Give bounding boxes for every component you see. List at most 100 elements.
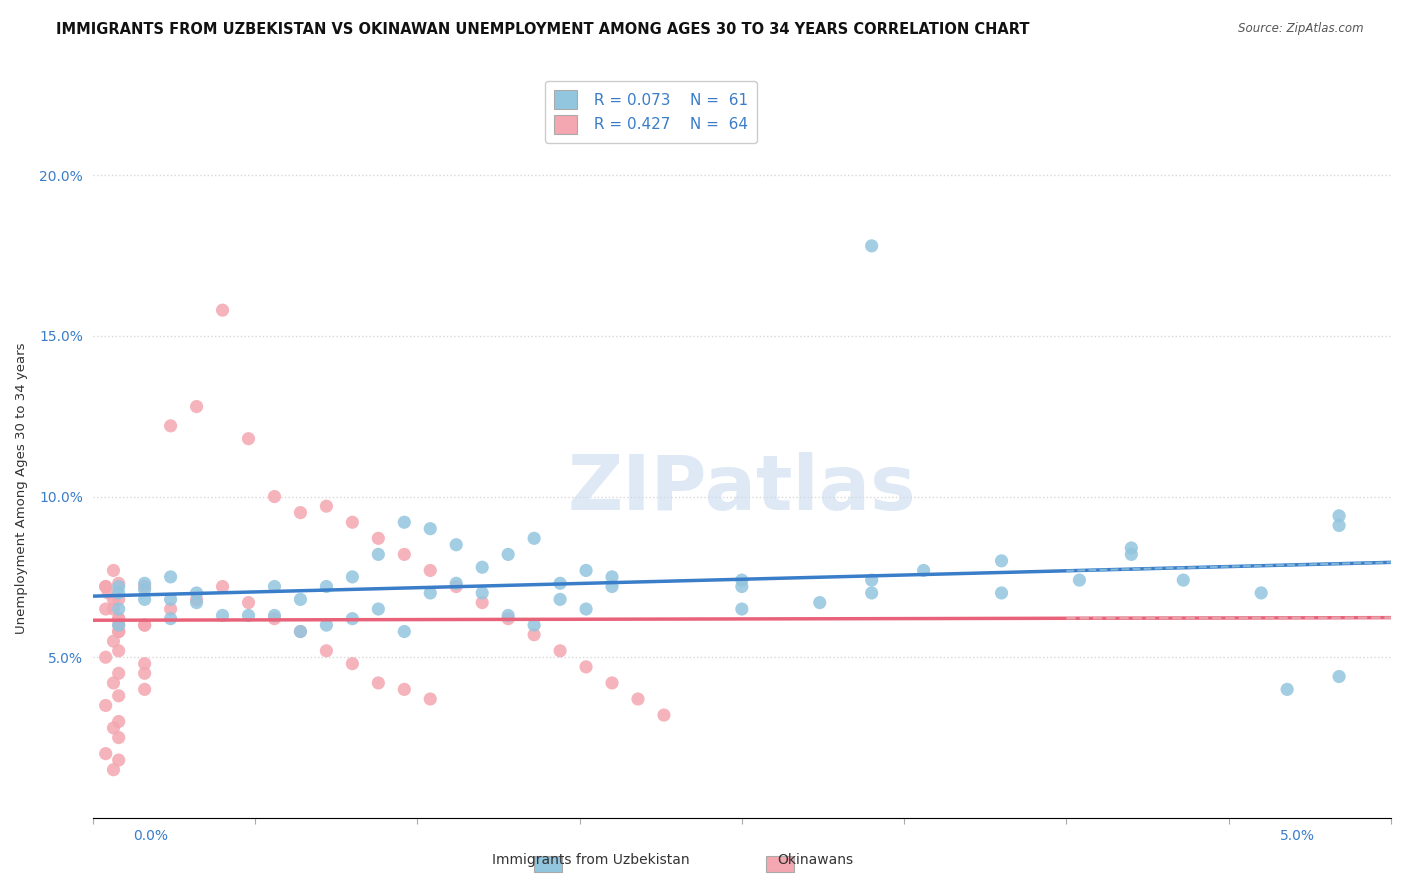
Text: Immigrants from Uzbekistan: Immigrants from Uzbekistan <box>492 853 689 867</box>
Point <box>342 657 364 671</box>
Point <box>471 560 494 574</box>
Point <box>107 612 129 626</box>
Point <box>575 660 598 674</box>
Point <box>263 612 285 626</box>
Point <box>367 531 389 545</box>
Text: Source: ZipAtlas.com: Source: ZipAtlas.com <box>1239 22 1364 36</box>
Point <box>731 580 754 594</box>
Point <box>315 499 337 513</box>
Point <box>103 564 125 578</box>
Text: Okinawans: Okinawans <box>778 853 853 867</box>
Point <box>134 580 156 594</box>
Point <box>186 586 208 600</box>
Point <box>107 731 129 745</box>
Text: 0.0%: 0.0% <box>134 829 169 843</box>
Point <box>238 432 260 446</box>
Point <box>600 570 623 584</box>
Point <box>238 596 260 610</box>
Point <box>860 573 883 587</box>
Point <box>990 586 1012 600</box>
Point <box>394 548 416 562</box>
Point <box>94 747 117 761</box>
Point <box>94 602 117 616</box>
Point <box>290 624 312 639</box>
Point <box>444 580 467 594</box>
Point <box>419 564 441 578</box>
Point <box>211 303 233 318</box>
Point <box>186 592 208 607</box>
Point <box>134 666 156 681</box>
Point <box>107 602 129 616</box>
Point <box>600 676 623 690</box>
Point <box>107 592 129 607</box>
Point <box>419 692 441 706</box>
Text: ZIPatlas: ZIPatlas <box>568 451 917 525</box>
Point <box>394 515 416 529</box>
Point <box>134 582 156 597</box>
Point <box>107 618 129 632</box>
Point <box>94 580 117 594</box>
Point <box>548 592 571 607</box>
Point <box>367 676 389 690</box>
Point <box>134 618 156 632</box>
Point <box>1121 541 1143 555</box>
Point <box>575 564 598 578</box>
Point <box>1327 518 1350 533</box>
Y-axis label: Unemployment Among Ages 30 to 34 years: Unemployment Among Ages 30 to 34 years <box>15 343 28 634</box>
Point <box>444 538 467 552</box>
Point <box>1121 548 1143 562</box>
Point <box>107 714 129 729</box>
Point <box>342 570 364 584</box>
Point <box>238 608 260 623</box>
Point <box>496 548 519 562</box>
Point <box>342 515 364 529</box>
Point <box>290 506 312 520</box>
Point <box>159 418 181 433</box>
Point <box>107 618 129 632</box>
Point <box>103 634 125 648</box>
Point <box>107 586 129 600</box>
Point <box>159 570 181 584</box>
Point <box>134 592 156 607</box>
Point <box>290 592 312 607</box>
Point <box>496 608 519 623</box>
Point <box>860 239 883 253</box>
Point <box>103 721 125 735</box>
Point <box>103 592 125 607</box>
Point <box>419 522 441 536</box>
Point <box>808 596 831 610</box>
Point <box>523 618 546 632</box>
Point <box>523 628 546 642</box>
Point <box>731 573 754 587</box>
Point <box>107 689 129 703</box>
Point <box>1275 682 1298 697</box>
Point <box>211 580 233 594</box>
Point <box>471 596 494 610</box>
Point <box>134 618 156 632</box>
Point <box>107 644 129 658</box>
Point <box>134 657 156 671</box>
Point <box>103 763 125 777</box>
Point <box>290 624 312 639</box>
Point <box>107 624 129 639</box>
Point <box>471 586 494 600</box>
Point <box>1173 573 1195 587</box>
Point <box>103 676 125 690</box>
Point <box>315 618 337 632</box>
Point <box>94 650 117 665</box>
Point <box>107 624 129 639</box>
Point <box>367 548 389 562</box>
Point <box>1250 586 1272 600</box>
Point <box>159 612 181 626</box>
Legend:  R = 0.073    N =  61,  R = 0.427    N =  64: R = 0.073 N = 61, R = 0.427 N = 64 <box>544 81 758 143</box>
Point <box>1327 669 1350 683</box>
Point <box>159 592 181 607</box>
Point <box>107 580 129 594</box>
Point <box>134 576 156 591</box>
Point <box>912 564 935 578</box>
Point <box>107 612 129 626</box>
Point <box>444 576 467 591</box>
Point <box>394 682 416 697</box>
Point <box>860 586 883 600</box>
Point <box>107 576 129 591</box>
